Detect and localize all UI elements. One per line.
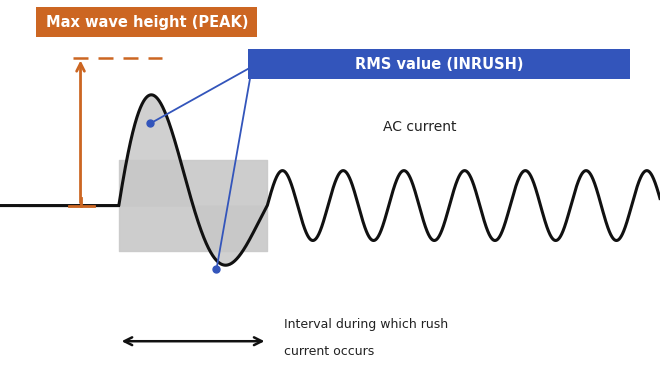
Text: AC current: AC current [383,121,456,134]
Text: Max wave height (PEAK): Max wave height (PEAK) [46,15,248,30]
Text: Interval during which rush: Interval during which rush [284,318,448,331]
FancyBboxPatch shape [248,49,630,79]
Text: current occurs: current occurs [284,345,374,358]
Text: RMS value (INRUSH): RMS value (INRUSH) [354,57,523,72]
FancyBboxPatch shape [36,7,257,37]
